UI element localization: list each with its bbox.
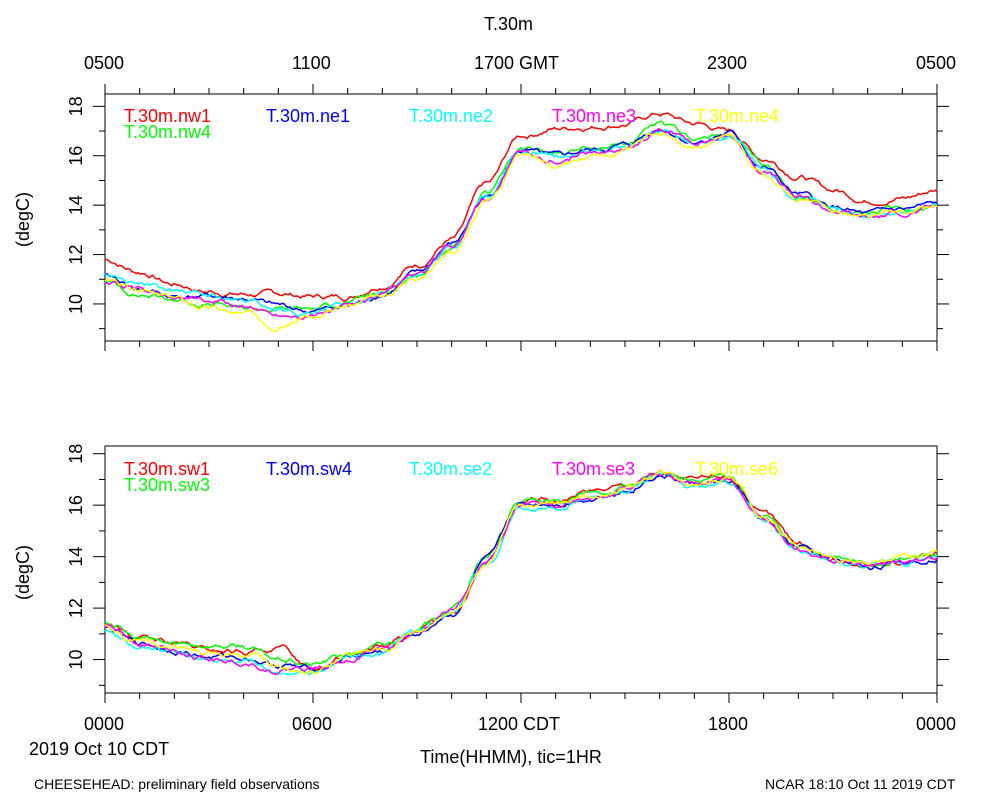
series-line-T-30m-nw1: [104, 112, 938, 302]
legend-nw4: T.30m.nw4: [124, 122, 212, 142]
legend-ne1: T.30m.ne1: [266, 106, 351, 126]
y-tick-label: 18: [66, 96, 86, 116]
bottom-ylabel: (degC): [13, 544, 33, 600]
chart-title: T.30m: [484, 14, 534, 34]
top-tick-label-3: 2300: [707, 53, 748, 73]
legend-sw1: T.30m.sw1: [124, 459, 211, 479]
legend-se3: T.30m.se3: [552, 459, 636, 479]
footer-right: NCAR 18:10 Oct 11 2019 CDT: [765, 776, 956, 792]
date-label: 2019 Oct 10 CDT: [29, 739, 170, 759]
bottom-tick-label-1: 0600: [292, 714, 333, 734]
top-tick-label-4: 0500: [916, 53, 957, 73]
series-line-T-30m-ne3: [104, 127, 938, 321]
legend-sw3: T.30m.sw3: [124, 475, 211, 495]
series-line-T-30m-se6: [104, 469, 938, 675]
footer-left: CHEESEHEAD: preliminary field observatio…: [34, 776, 320, 792]
legend-ne2: T.30m.ne2: [409, 106, 494, 126]
legend-ne3: T.30m.ne3: [552, 106, 637, 126]
top-tick-label-0: 0500: [84, 53, 125, 73]
y-tick-label: 14: [66, 547, 86, 567]
bottom-tick-label-3: 1800: [708, 714, 749, 734]
series-line-T-30m-sw1: [104, 469, 938, 672]
y-tick-label: 16: [66, 495, 86, 515]
series-line-T-30m-ne2: [104, 129, 938, 318]
y-tick-label: 10: [66, 294, 86, 314]
x-axis-label: Time(HHMM), tic=1HR: [420, 747, 602, 767]
series-line-T-30m-ne1: [104, 128, 938, 314]
series-line-T-30m-se3: [104, 471, 938, 676]
bottom-tick-label-4: 0000: [916, 714, 957, 734]
bottom-panel: 10 12 14 16 18: [66, 444, 949, 703]
legend-sw4: T.30m.sw4: [266, 459, 353, 479]
y-tick-label: 18: [66, 444, 86, 464]
legend-se2: T.30m.se2: [409, 459, 493, 479]
top-tick-label-2: 1700 GMT: [474, 53, 560, 73]
series-line-T-30m-nw4: [104, 120, 938, 313]
top-tick-label-1: 1100: [292, 53, 331, 73]
series-line-T-30m-ne4: [104, 132, 938, 332]
legend-ne4: T.30m.ne4: [695, 106, 780, 126]
y-tick-label: 12: [66, 245, 86, 265]
top-panel: 10 12 14 16 18: [66, 84, 949, 351]
y-tick-label: 16: [66, 146, 86, 166]
y-tick-label: 14: [66, 195, 86, 215]
bottom-tick-label-0: 0000: [84, 714, 125, 734]
y-tick-label: 10: [66, 650, 86, 670]
y-tick-label: 12: [66, 598, 86, 618]
legend-nw1: T.30m.nw1: [124, 106, 212, 126]
bottom-tick-label-2: 1200 CDT: [478, 714, 561, 734]
top-ylabel: (degC): [13, 191, 33, 247]
legend-se6: T.30m.se6: [695, 459, 779, 479]
